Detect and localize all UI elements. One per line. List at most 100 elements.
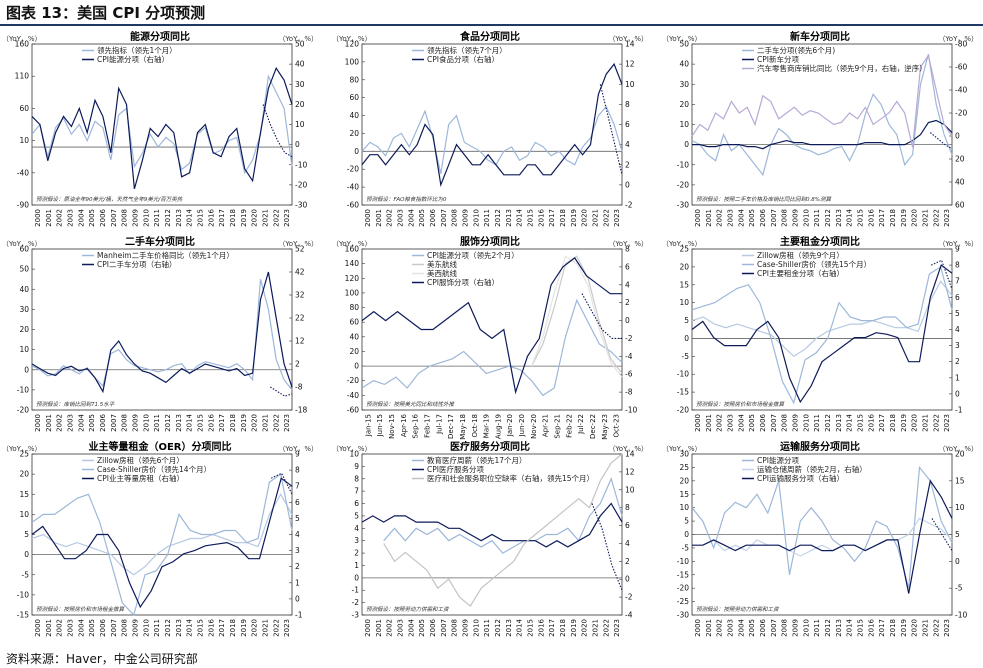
x-tick-label: 2010 — [142, 414, 150, 432]
left-tick-label: -30 — [677, 611, 689, 620]
left-axis-unit: （YoY，%） — [2, 240, 42, 248]
x-tick-label: 2015 — [856, 619, 864, 637]
series-line — [691, 264, 953, 404]
chart-panel-4: 二手车分项同比 （YoY，%） （YoY，%） 60 50 40 30 20 10 0 -10 -20… — [0, 235, 320, 440]
source-note: 资料来源：Haver，中金公司研究部 — [6, 652, 198, 666]
forecast-note: 预测假设：按照房价和市场租金推算 — [696, 401, 786, 408]
x-tick-label: 2018 — [889, 209, 897, 227]
right-tick-label: 4 — [625, 280, 630, 289]
x-tick-label: 2008 — [781, 619, 789, 637]
x-tick-label: 2002 — [56, 209, 64, 227]
right-tick-label: 9 — [955, 245, 960, 254]
x-tick-label: 2020 — [581, 619, 589, 637]
right-tick-label: 12 — [295, 337, 305, 346]
x-tick-label: 2012 — [824, 619, 832, 637]
legend-label: CPI主要租金分项（右轴） — [757, 268, 844, 278]
x-tick-label: 2019 — [900, 619, 908, 637]
series-line — [692, 119, 953, 150]
legend-label: CPI医疗服务分项 — [427, 464, 484, 474]
x-tick-label: 2014 — [846, 208, 854, 226]
x-tick-label: 2018 — [889, 414, 897, 432]
right-tick-label: -4 — [625, 611, 633, 620]
left-tick-label: 25 — [679, 463, 689, 472]
x-tick-label: 2014 — [186, 618, 194, 636]
forecast-note: 预测假设：FAO粮食指数环比为0 — [366, 196, 447, 203]
x-tick-label: 2009 — [131, 414, 139, 432]
right-tick-label: -30 — [295, 201, 307, 210]
left-tick-label: 50 — [19, 265, 29, 274]
series-line — [599, 84, 623, 175]
x-tick-label: Dec-17 — [447, 414, 455, 439]
right-tick-label: 2 — [295, 360, 300, 369]
left-tick-label: -40 — [347, 391, 359, 400]
x-tick-label: 2006 — [99, 618, 107, 636]
x-tick-label: 2009 — [131, 209, 139, 227]
right-tick-label: 4 — [295, 530, 300, 539]
x-tick-label: 2018 — [229, 619, 237, 637]
series-line — [31, 271, 293, 394]
chart-panel-2: 食品分项同比 （YoY，%） （YoY，%） 120 100 80 60 40 20 0 -20 -4… — [330, 30, 650, 235]
chart-title: 主要租金分项同比 — [780, 235, 860, 248]
right-tick-label: 4 — [625, 140, 630, 149]
left-tick-label: 10 — [19, 136, 29, 145]
plot-frame — [361, 453, 623, 616]
x-tick-label: 2023 — [943, 209, 951, 227]
plot-frame — [361, 43, 623, 206]
left-tick-label: -20 — [347, 376, 359, 385]
x-tick-label: 2015 — [526, 619, 534, 637]
x-tick-label: 2022 — [272, 619, 280, 637]
left-tick-label: 30 — [19, 305, 29, 314]
x-tick-label: 2000 — [34, 209, 42, 227]
x-tick-label: 2003 — [396, 619, 404, 637]
x-tick-label: 2015 — [196, 209, 204, 227]
x-tick-label: 2004 — [77, 618, 85, 636]
left-tick-label: 40 — [19, 285, 29, 294]
x-tick-label: 2011 — [483, 209, 491, 227]
x-tick-label: 2017 — [218, 209, 226, 227]
x-tick-label: 2022 — [602, 619, 610, 637]
left-tick-label: 0 — [354, 573, 359, 582]
left-tick-label: 5 — [24, 530, 29, 539]
right-tick-label: -1 — [955, 406, 963, 415]
x-tick-label: 2012 — [824, 414, 832, 432]
right-tick-label: 50 — [295, 40, 305, 49]
x-tick-label: 2022 — [932, 619, 940, 637]
x-tick-label: 2020 — [251, 619, 259, 637]
left-tick-label: 8 — [354, 474, 359, 483]
chart-panel-5: 服饰分项同比 （YoY，%） （YoY，%） 160 140 120 100 80 60 40 20… — [330, 235, 650, 440]
x-tick-label: 2003 — [726, 414, 734, 432]
right-tick-label: 6 — [295, 498, 300, 507]
right-tick-label: 0 — [955, 557, 960, 566]
left-tick-label: 0 — [24, 365, 29, 374]
left-tick-label: -1 — [352, 586, 360, 595]
series-line — [591, 503, 623, 591]
x-tick-label: 2016 — [537, 618, 545, 636]
right-axis-unit: （YoY，%） — [278, 445, 318, 453]
x-tick-label: 2009 — [791, 414, 799, 432]
right-tick-label: -40 — [955, 86, 967, 95]
x-tick-label: 2001 — [705, 414, 713, 432]
x-tick-label: 2012 — [494, 209, 502, 227]
x-tick-label: 2010 — [142, 209, 150, 227]
right-tick-label: 0 — [625, 575, 630, 584]
right-tick-label: 2 — [625, 557, 630, 566]
x-tick-label: 2013 — [505, 209, 513, 227]
x-tick-label: 2015 — [856, 209, 864, 227]
x-tick-label: 2002 — [386, 209, 394, 227]
right-tick-label: 5 — [295, 514, 300, 523]
forecast-note: 预测假设：原油全年90美元/桶，天然气全年9美元/百万英热 — [36, 196, 183, 203]
right-tick-label: -8 — [625, 388, 633, 397]
right-tick-label: 7 — [955, 277, 960, 286]
right-tick-label: 14 — [625, 40, 635, 49]
right-tick-label: 3 — [955, 341, 960, 350]
left-tick-label: 140 — [345, 259, 360, 268]
x-tick-label: 2011 — [813, 209, 821, 227]
x-tick-label: 2006 — [99, 413, 107, 431]
forecast-note: 预测假设：按照美元同比和线性外推 — [366, 401, 456, 408]
x-tick-label: 2008 — [781, 209, 789, 227]
series-line — [383, 453, 623, 608]
x-tick-label: 2003 — [726, 209, 734, 227]
series-line — [692, 479, 953, 594]
x-tick-label: 2017 — [878, 414, 886, 432]
x-tick-label: 2019 — [570, 209, 578, 227]
